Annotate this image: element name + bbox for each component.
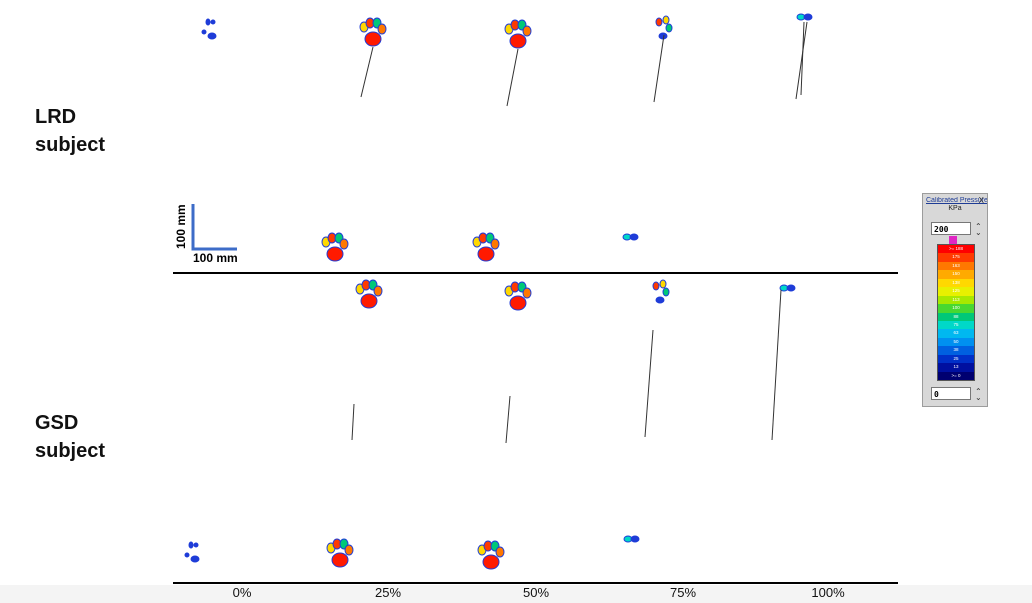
scale-bar-vertical-label: 100 mm (174, 204, 188, 249)
lrd-label-line1: LRD (35, 106, 77, 128)
color-scale-bar: >= 188 175 163 150 138 125 113 100 88 75 63 50 38 25 1… (937, 244, 975, 381)
pressure-legend-panel[interactable]: Calibrated Pressure X KPa 200 ⌃ ⌄ >= 188 1… (922, 193, 988, 407)
paw-print (321, 232, 349, 262)
legend-level: 75 (938, 320, 974, 330)
force-line (795, 21, 808, 100)
paw-print (477, 540, 505, 570)
paw-print (655, 15, 673, 40)
force-line (644, 329, 654, 438)
paw-print (504, 281, 532, 311)
gsd-label-line1: GSD (35, 412, 79, 434)
force-line (360, 46, 374, 98)
legend-unit: KPa (948, 205, 962, 212)
x-label-100: 100% (811, 585, 845, 600)
close-icon[interactable]: X (978, 196, 984, 205)
paw-print (796, 13, 813, 21)
paw-print (359, 17, 387, 47)
legend-level: 25 (938, 354, 974, 364)
legend-level: >= 0 (938, 371, 974, 380)
x-label-25: 25% (374, 585, 402, 600)
legend-title: Calibrated Pressure (926, 197, 987, 204)
scale-bar (191, 204, 237, 251)
force-line (505, 395, 511, 444)
min-spinner-icon[interactable]: ⌃ ⌄ (975, 387, 982, 402)
gsd-label-line2: subject (35, 440, 106, 462)
paw-print (355, 279, 383, 309)
legend-level: 113 (938, 295, 974, 305)
min-pressure-input[interactable]: 0 (931, 387, 971, 400)
legend-level: 100 (938, 304, 974, 313)
lrd-label-line2: subject (35, 134, 106, 156)
max-spinner-icon[interactable]: ⌃ ⌄ (975, 222, 982, 237)
over-range-swatch (949, 236, 957, 244)
paw-print (472, 232, 500, 262)
scale-bar-horizontal-label: 100 mm (193, 251, 238, 265)
legend-level: 125 (938, 287, 974, 296)
legend-level: 88 (938, 312, 974, 321)
paw-print (184, 541, 200, 563)
gsd-row-label: GSD subject (35, 409, 105, 465)
paw-print (652, 279, 670, 304)
lrd-row-label: LRD subject (35, 103, 105, 159)
x-label-75: 75% (669, 585, 697, 600)
legend-level: 63 (938, 329, 974, 338)
paw-print (326, 538, 354, 568)
max-pressure-input[interactable]: 200 (931, 222, 971, 235)
force-lines (351, 21, 808, 444)
legend-level: 13 (938, 363, 974, 372)
force-line (351, 403, 355, 441)
bottom-strip (0, 585, 1032, 603)
legend-level: 175 (938, 253, 974, 262)
legend-level: 50 (938, 337, 974, 347)
force-line (506, 48, 519, 107)
legend-level: 163 (938, 261, 974, 271)
legend-level: 38 (938, 346, 974, 355)
legend-level: 150 (938, 270, 974, 279)
x-label-50: 50% (522, 585, 550, 600)
legend-level: 138 (938, 278, 974, 288)
x-label-0: 0% (232, 585, 252, 600)
paw-print (623, 535, 640, 543)
paw-print (504, 19, 532, 49)
paw-print (779, 284, 796, 292)
paw-print (622, 233, 639, 241)
paw-prints (184, 13, 813, 570)
force-line (653, 34, 665, 103)
legend-level: >= 188 (938, 245, 974, 254)
force-line (771, 289, 782, 441)
paw-print (201, 18, 217, 40)
force-line (800, 21, 805, 96)
